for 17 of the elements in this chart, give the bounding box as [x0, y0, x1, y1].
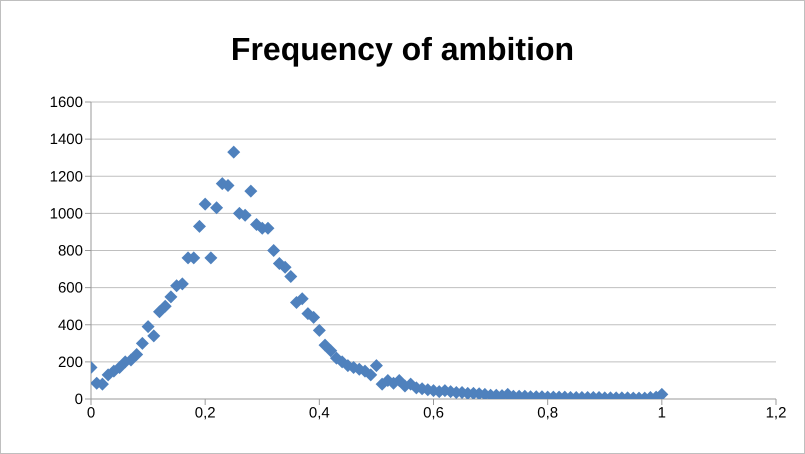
y-tick-label: 800	[58, 242, 83, 260]
y-tick-label: 200	[58, 354, 83, 371]
y-tick-label: 1200	[50, 168, 83, 186]
y-tick-label: 1600	[50, 94, 83, 111]
x-tick-label: 1	[658, 404, 666, 422]
x-tick-label: 1,2	[766, 404, 786, 422]
y-tick-label: 0	[74, 391, 83, 408]
x-tick-label: 0,8	[537, 404, 558, 422]
x-tick-label: 0,4	[308, 404, 330, 422]
x-tick-label: 0,2	[194, 404, 216, 422]
y-tick-label: 1400	[50, 131, 83, 148]
y-tick-label: 400	[58, 316, 83, 334]
y-tick-label: 1000	[50, 205, 83, 222]
y-tick-label: 600	[58, 280, 83, 297]
x-tick-label: 0,6	[423, 404, 444, 422]
x-tick-label: 0	[86, 404, 96, 422]
chart-title: Frequency of ambition	[230, 31, 576, 68]
